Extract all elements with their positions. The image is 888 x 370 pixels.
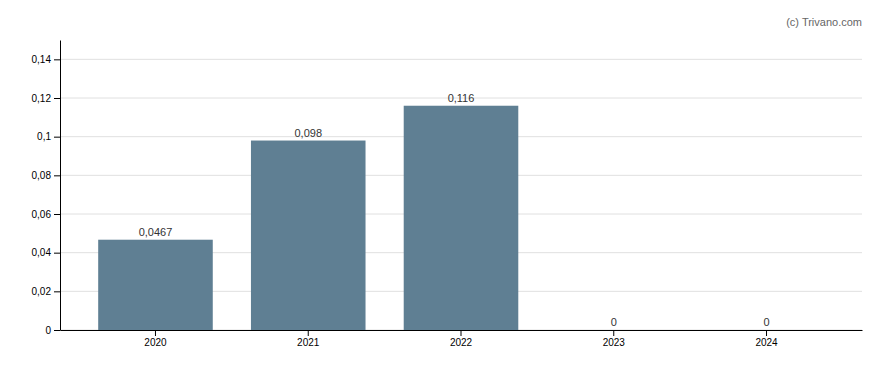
y-axis-line	[60, 41, 61, 331]
data-label: 0,0467	[139, 226, 173, 238]
y-tick-label: 0,06	[32, 209, 52, 220]
x-tick-mark	[613, 330, 614, 336]
x-tick-label: 2024	[755, 337, 778, 348]
x-tick-label: 2023	[603, 337, 626, 348]
x-tick: 2024	[755, 330, 778, 348]
x-tick: 2022	[450, 330, 473, 348]
y-tick-label: 0,12	[32, 93, 52, 104]
data-label: 0,098	[294, 127, 322, 139]
y-tick-mark	[54, 137, 60, 138]
y-tick-label: 0,14	[32, 54, 52, 65]
grid	[60, 59, 862, 330]
y-tick-mark	[54, 59, 60, 60]
x-tick-label: 2022	[450, 337, 473, 348]
y-tick-mark	[54, 330, 60, 331]
y-axis: 0 0,02 0,04 0,06 0,08 0,1 0,12 0,14	[32, 41, 61, 336]
data-label: 0	[763, 316, 769, 328]
x-tick: 2021	[297, 330, 320, 348]
data-labels: 0,0467 0,098 0,116 0 0	[139, 92, 770, 328]
x-tick: 2023	[603, 330, 626, 348]
bar	[709, 330, 824, 331]
y-tick-label: 0,02	[32, 286, 52, 297]
x-tick-mark	[155, 330, 156, 336]
y-tick: 0,14	[32, 54, 60, 65]
x-tick-mark	[766, 330, 767, 336]
x-tick-label: 2021	[297, 337, 320, 348]
y-tick-mark	[54, 253, 60, 254]
y-tick-mark	[54, 98, 60, 99]
bars	[98, 106, 518, 330]
grid-line	[60, 59, 862, 60]
annotation: (c) Trivano.com	[786, 16, 862, 28]
x-tick: 2020	[144, 330, 167, 348]
y-tick-label: 0,04	[32, 247, 52, 258]
x-axis: 2020 2021 2022 2023 2024	[61, 330, 863, 348]
y-tick: 0	[45, 325, 60, 336]
bar	[98, 240, 213, 330]
y-tick-mark	[54, 214, 60, 215]
y-tick-mark	[54, 175, 60, 176]
data-label: 0	[611, 316, 617, 328]
y-tick-label: 0	[45, 325, 51, 336]
x-tick-label: 2020	[144, 337, 167, 348]
y-tick: 0,1	[37, 131, 60, 142]
y-tick: 0,02	[32, 286, 60, 297]
bar	[251, 141, 366, 330]
x-tick-mark	[461, 330, 462, 336]
y-tick: 0,08	[32, 170, 60, 181]
bar	[556, 330, 671, 331]
y-tick: 0,06	[32, 209, 60, 220]
chart: 0 0,02 0,04 0,06 0,08 0,1 0,12 0,14 2020 2021 2022…	[0, 0, 888, 370]
y-tick-label: 0,1	[37, 131, 51, 142]
y-tick-label: 0,08	[32, 170, 52, 181]
y-tick-mark	[54, 291, 60, 292]
y-tick: 0,12	[32, 93, 60, 104]
y-tick: 0,04	[32, 247, 60, 258]
plot: 0 0,02 0,04 0,06 0,08 0,1 0,12 0,14 2020 2021 2022…	[32, 16, 863, 348]
bar	[404, 106, 519, 330]
data-label: 0,116	[448, 92, 475, 104]
x-tick-mark	[308, 330, 309, 336]
